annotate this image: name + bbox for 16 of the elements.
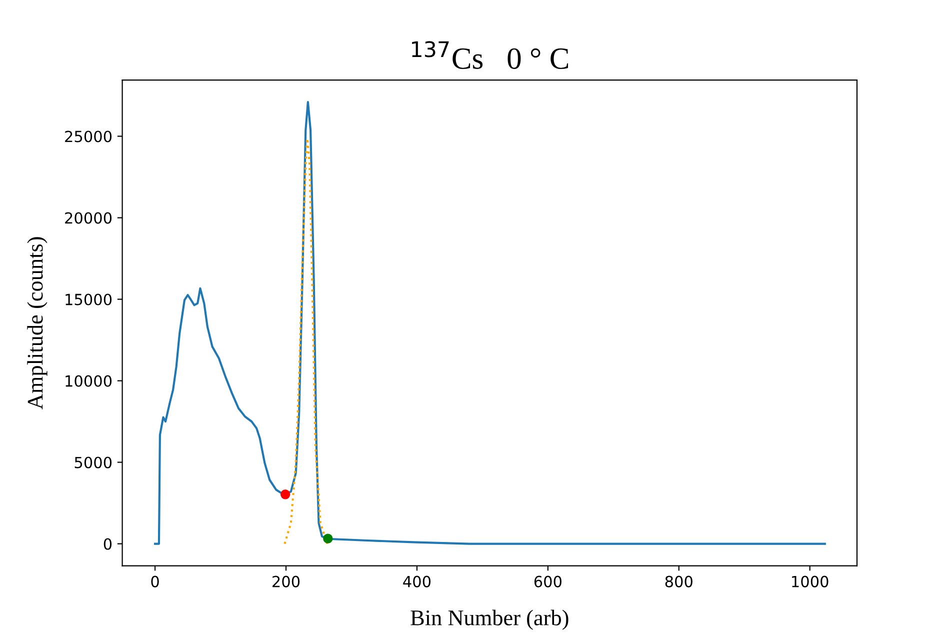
y-tick-label: 0: [104, 538, 112, 550]
y-tick-label: 10000: [66, 375, 112, 387]
x-tick-label: 400: [403, 576, 431, 588]
y-axis-title: Amplitude (counts): [27, 237, 48, 410]
y-tick-label: 25000: [65, 130, 112, 142]
line-series: [154, 100, 826, 545]
x-tick-label: 600: [534, 576, 562, 588]
x-tick-label: 1000: [792, 576, 828, 588]
x-tick-label: 0: [151, 576, 159, 588]
y-tick-label: 20000: [65, 212, 112, 224]
x-tick-label: 800: [665, 576, 692, 588]
chart-title: $^{137}$Cs 0 ° C: [412, 41, 568, 69]
y-tick-label: 15000: [66, 294, 112, 306]
x-axis-title: Bin Number (arb): [410, 610, 568, 630]
x-tick-label: 200: [272, 576, 300, 588]
y-tick-label: 5000: [74, 456, 112, 468]
